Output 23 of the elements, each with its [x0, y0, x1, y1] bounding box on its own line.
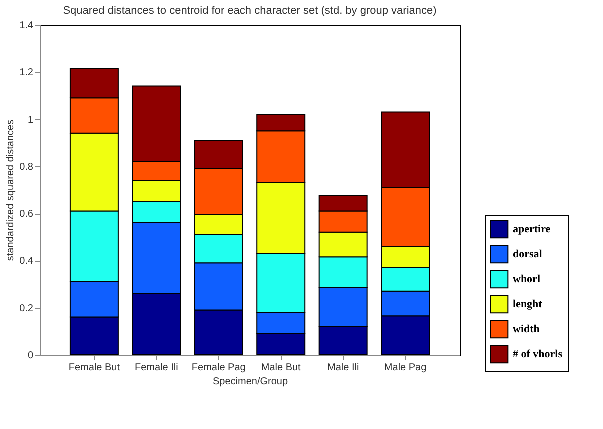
chart-title: Squared distances to centroid for each character set (std. by group variance) — [63, 5, 437, 17]
x-tick-label: Female Pag — [192, 362, 246, 374]
y-tick-label: 0 — [28, 350, 34, 362]
x-tick-label: Male Ili — [327, 362, 360, 374]
legend-label: width — [513, 324, 540, 336]
y-tick-label: 0.8 — [20, 162, 34, 173]
x-tick-label: Female But — [68, 362, 120, 374]
y-tick-label: 0.4 — [20, 256, 34, 268]
x-tick-label: Male Pag — [384, 362, 427, 374]
x-tick-label: Female Ili — [134, 362, 178, 374]
legend-label: lenght — [513, 298, 543, 310]
y-tick-label: 1 — [28, 114, 34, 126]
legend-label: dorsal — [513, 248, 542, 260]
legend-label: whorl — [513, 274, 540, 286]
y-tick-label: 1.2 — [20, 68, 34, 79]
legend-label: apertire — [513, 224, 551, 236]
y-tick-label: 1.4 — [20, 20, 34, 32]
x-axis-title: Specimen/Group — [212, 376, 288, 388]
y-tick-label: 0.2 — [20, 303, 34, 314]
x-tick-label: Male But — [261, 362, 302, 374]
legend-label: # of vhorls — [513, 348, 564, 360]
y-tick-label: 0.6 — [20, 209, 34, 220]
y-axis-title: standardized squared distances — [6, 120, 17, 262]
